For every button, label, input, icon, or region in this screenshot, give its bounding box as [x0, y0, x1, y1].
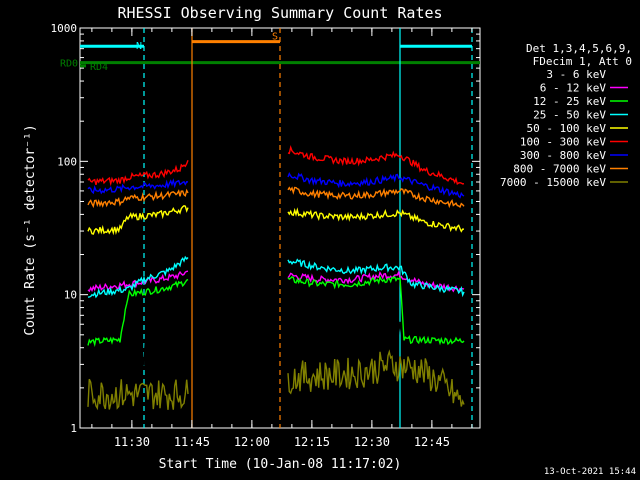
y-tick-label-1: 10 — [64, 289, 77, 302]
series-line-2-seg-0 — [87, 278, 189, 348]
flag-label-4: S — [272, 32, 278, 43]
series-line-6-seg-1 — [287, 171, 465, 199]
legend-label-5: 100 - 300 keV — [520, 136, 606, 149]
legend-label-7: 800 - 7000 keV — [513, 163, 606, 176]
series-layer — [87, 144, 465, 411]
x-tick-label-4: 12:30 — [354, 435, 390, 449]
y-tick-label-2: 100 — [57, 155, 77, 168]
flags-layer: RD0 RD4 N S — [60, 32, 480, 73]
legend-label-1: 6 - 12 keV — [540, 82, 607, 95]
footer-date: 13-Oct-2021 15:44 — [544, 467, 636, 477]
legend-label-6: 300 - 800 keV — [520, 149, 606, 162]
legend: Det 1,3,4,5,6,9,FDecim 1, Att 03 - 6 keV… — [500, 42, 632, 189]
x-tick-label-2: 12:00 — [234, 435, 270, 449]
markers-layer — [143, 28, 473, 428]
flag-label-2: N — [136, 41, 142, 52]
y-tick-label-0: 1 — [70, 422, 77, 435]
legend-header-0: Det 1,3,4,5,6,9, — [526, 42, 632, 55]
series-line-4-seg-0 — [87, 205, 189, 236]
series-line-5-seg-0 — [87, 159, 189, 187]
series-line-3-seg-1 — [287, 258, 465, 298]
chart-title: RHESSI Observing Summary Count Rates — [117, 4, 442, 22]
legend-label-4: 50 - 100 keV — [527, 122, 607, 135]
legend-label-3: 25 - 50 keV — [533, 109, 606, 122]
series-line-8-seg-0 — [87, 378, 189, 411]
x-tick-label-5: 12:45 — [414, 435, 450, 449]
series-line-0-seg-0 — [87, 328, 189, 371]
axes-layer: 1 10 100 1000 11:30 11:45 12:00 12:15 12:30 12:45 — [51, 22, 480, 449]
series-line-8-seg-1 — [287, 349, 465, 407]
series-line-7-seg-1 — [287, 186, 465, 209]
series-line-0-seg-1 — [287, 318, 465, 357]
series-line-1-seg-0 — [87, 270, 189, 293]
legend-label-8: 7000 - 15000 keV — [500, 176, 606, 189]
series-line-6-seg-0 — [87, 178, 189, 195]
x-axis-label: Start Time (10-Jan-08 11:17:02) — [159, 457, 402, 472]
x-tick-label-1: 11:45 — [174, 435, 210, 449]
legend-label-0: 3 - 6 keV — [546, 68, 606, 81]
series-line-2-seg-1 — [287, 275, 465, 346]
flag-label-0: RD0 — [60, 59, 78, 70]
series-line-4-seg-1 — [287, 207, 465, 233]
y-tick-label-3: 1000 — [51, 22, 78, 35]
legend-header-1: FDecim 1, Att 0 — [533, 55, 632, 68]
y-axis-label: Count Rate (s⁻¹ detector⁻¹) — [23, 124, 38, 335]
x-tick-label-3: 12:15 — [294, 435, 330, 449]
legend-label-2: 12 - 25 keV — [533, 95, 606, 108]
series-line-1-seg-1 — [287, 270, 465, 294]
flag-label-1: RD4 — [90, 62, 108, 73]
series-line-7-seg-0 — [87, 188, 189, 209]
x-tick-label-0: 11:30 — [114, 435, 150, 449]
series-line-5-seg-1 — [287, 144, 465, 186]
series-line-3-seg-0 — [87, 255, 189, 299]
